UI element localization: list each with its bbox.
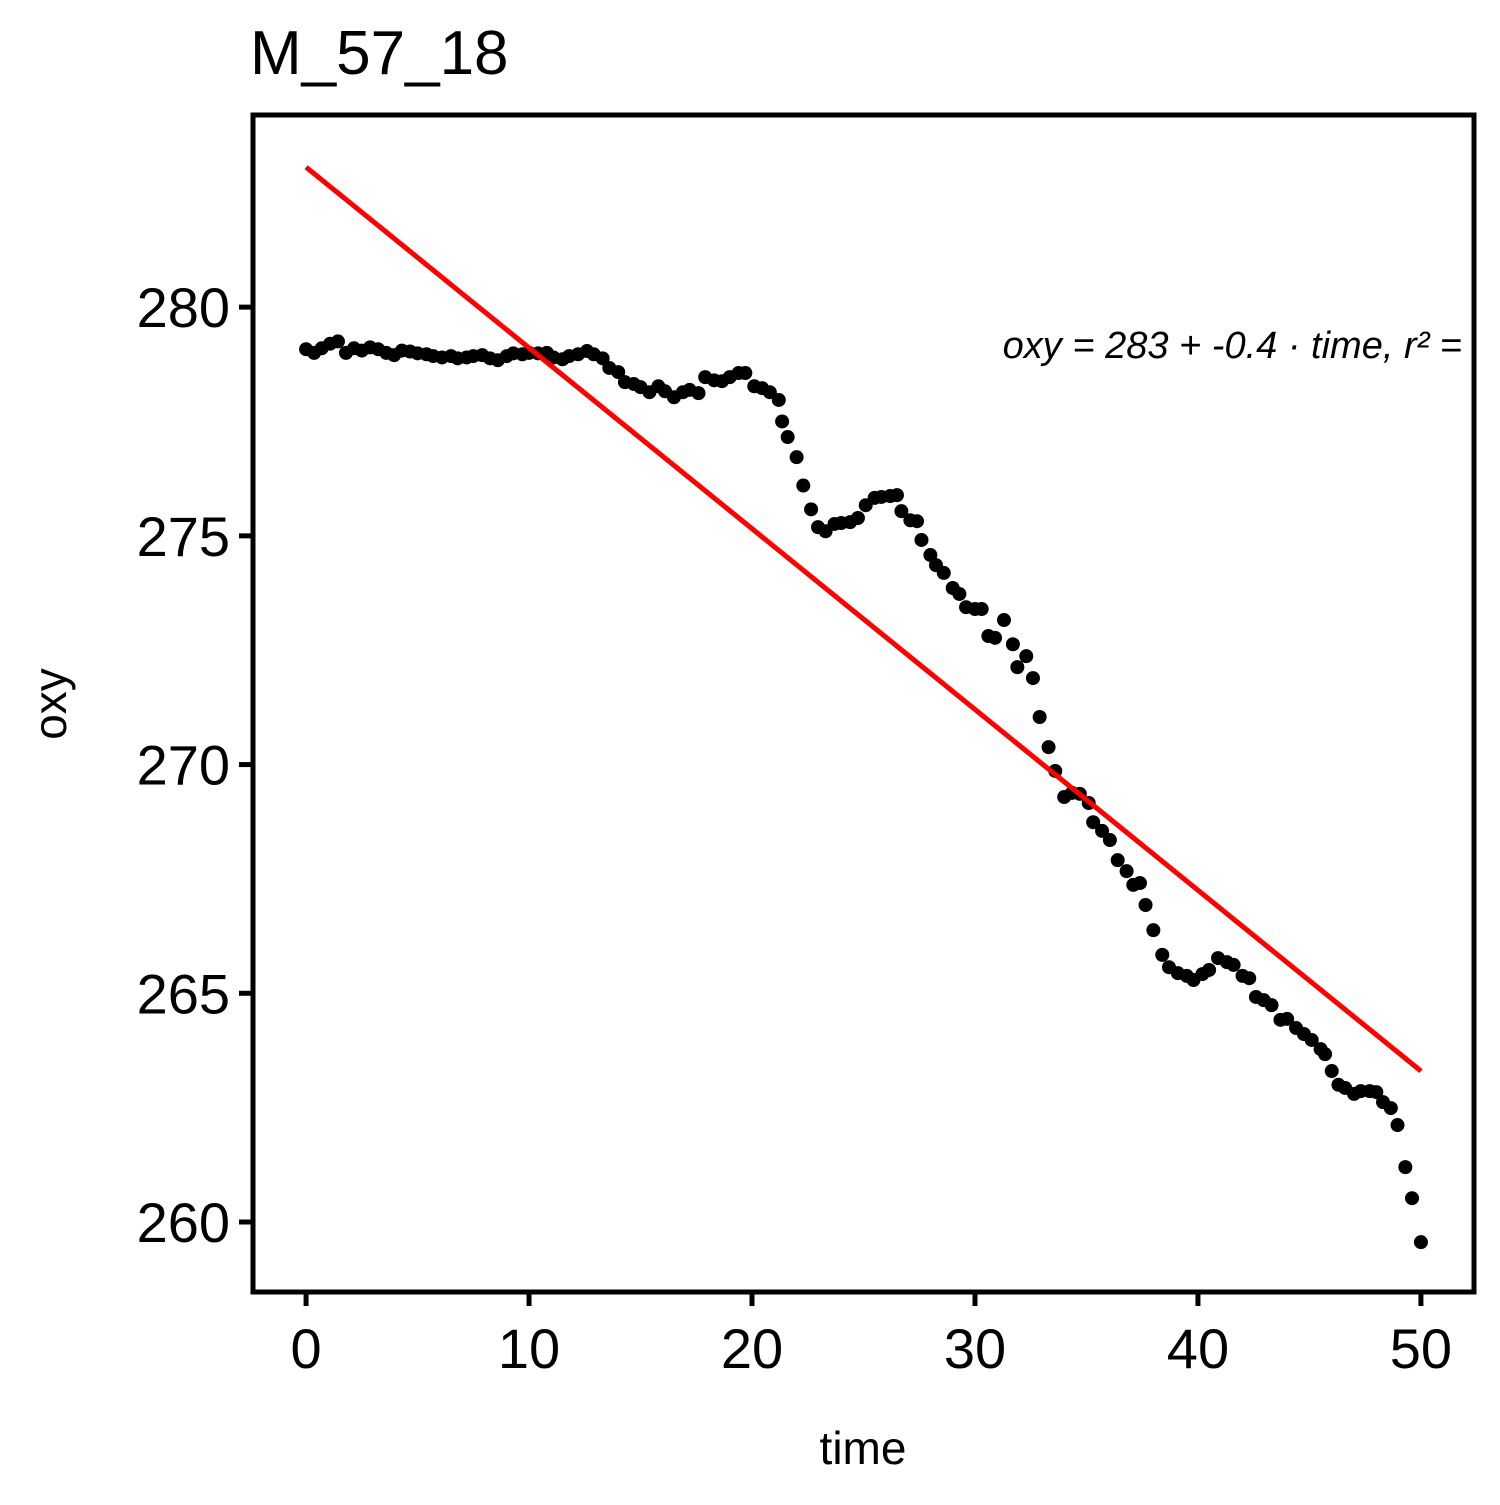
data-point bbox=[1202, 962, 1217, 977]
data-point bbox=[330, 334, 345, 349]
y-axis-label: oxy bbox=[24, 668, 76, 740]
data-point bbox=[974, 602, 989, 617]
data-point bbox=[952, 586, 967, 601]
data-point bbox=[1383, 1101, 1398, 1116]
x-tick-label: 0 bbox=[290, 1317, 321, 1380]
data-point bbox=[1242, 971, 1257, 986]
y-tick-label: 280 bbox=[137, 276, 230, 339]
data-point bbox=[804, 502, 819, 517]
data-point bbox=[1102, 833, 1117, 848]
data-point bbox=[1264, 998, 1279, 1013]
x-tick-label: 20 bbox=[721, 1317, 783, 1380]
data-point bbox=[1146, 923, 1161, 938]
y-tick-label: 260 bbox=[137, 1191, 230, 1254]
data-point bbox=[796, 478, 811, 493]
regression-line bbox=[304, 165, 1423, 1074]
y-tick-label: 265 bbox=[137, 962, 230, 1025]
panel-border bbox=[250, 112, 1477, 1295]
data-point bbox=[771, 392, 786, 407]
data-point bbox=[936, 565, 951, 580]
data-point bbox=[1390, 1118, 1405, 1133]
data-point bbox=[988, 630, 1003, 645]
data-point bbox=[1019, 649, 1034, 664]
data-point bbox=[1119, 864, 1134, 879]
x-tick-label: 30 bbox=[944, 1317, 1006, 1380]
data-point bbox=[1025, 671, 1040, 686]
x-tick-label: 10 bbox=[498, 1317, 560, 1380]
data-point bbox=[1010, 660, 1025, 675]
data-point bbox=[611, 365, 626, 380]
plot-area bbox=[299, 165, 1428, 1250]
data-point bbox=[1032, 709, 1047, 724]
data-point bbox=[1110, 853, 1125, 868]
equation-annotation: oxy = 283 + -0.4 · time, r² = bbox=[1003, 325, 1462, 367]
chart-title: M_57_18 bbox=[250, 19, 509, 88]
data-point bbox=[910, 514, 925, 529]
x-tick-label: 40 bbox=[1167, 1317, 1229, 1380]
data-point bbox=[1413, 1235, 1428, 1250]
data-point bbox=[1005, 637, 1020, 652]
data-point bbox=[780, 430, 795, 445]
data-point bbox=[1318, 1047, 1333, 1062]
x-tick-label: 50 bbox=[1390, 1317, 1452, 1380]
data-point bbox=[996, 613, 1011, 628]
data-point bbox=[1324, 1064, 1339, 1079]
data-point bbox=[1398, 1160, 1413, 1175]
data-point bbox=[1304, 1032, 1319, 1047]
data-point bbox=[1280, 1011, 1295, 1026]
data-point bbox=[889, 488, 904, 503]
data-point bbox=[914, 532, 929, 547]
data-point bbox=[894, 504, 909, 519]
data-point bbox=[738, 365, 753, 380]
data-point bbox=[1132, 876, 1147, 891]
data-point bbox=[789, 450, 804, 465]
data-point bbox=[1041, 740, 1056, 755]
data-point bbox=[850, 511, 865, 526]
data-point bbox=[1086, 815, 1101, 830]
data-point bbox=[775, 414, 790, 429]
data-point bbox=[1155, 947, 1170, 962]
data-point bbox=[1138, 898, 1153, 913]
data-point bbox=[1226, 957, 1241, 972]
x-axis-label: time bbox=[820, 1422, 907, 1474]
data-point bbox=[691, 386, 706, 401]
data-point bbox=[1369, 1085, 1384, 1100]
y-tick-label: 270 bbox=[137, 734, 230, 797]
data-point bbox=[1405, 1191, 1420, 1206]
y-tick-label: 275 bbox=[137, 505, 230, 568]
data-point bbox=[1095, 823, 1110, 838]
